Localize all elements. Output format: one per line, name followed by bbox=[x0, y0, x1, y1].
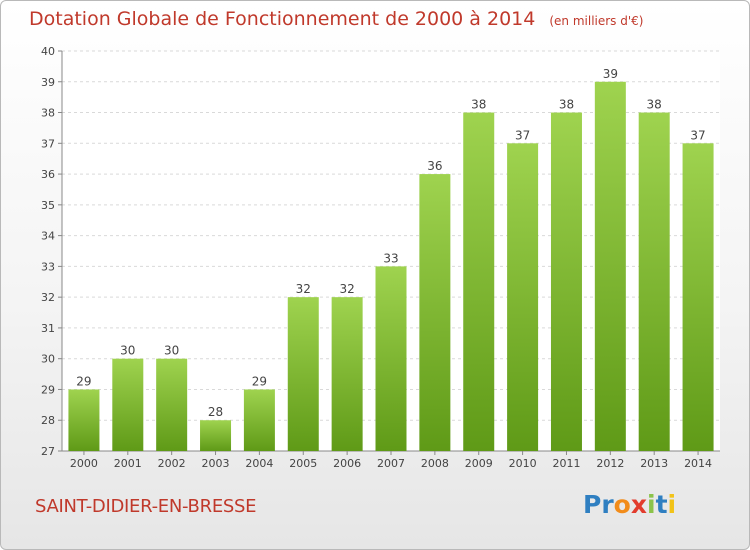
y-tick-label: 40 bbox=[41, 45, 55, 58]
x-tick-label: 2000 bbox=[70, 457, 98, 470]
data-label: 32 bbox=[296, 282, 311, 296]
data-label: 28 bbox=[208, 405, 223, 419]
x-tick-label: 2003 bbox=[202, 457, 230, 470]
x-tick-label: 2004 bbox=[245, 457, 273, 470]
data-label: 33 bbox=[383, 251, 398, 265]
y-tick-label: 31 bbox=[41, 322, 55, 335]
chart-title: Dotation Globale de Fonctionnement de 20… bbox=[29, 8, 643, 30]
data-label: 29 bbox=[252, 374, 267, 388]
bar-2010 bbox=[507, 143, 539, 452]
bar-2003 bbox=[200, 420, 232, 451]
data-label: 37 bbox=[690, 128, 705, 142]
data-label: 32 bbox=[339, 282, 354, 296]
data-label: 38 bbox=[471, 98, 486, 112]
y-tick-label: 33 bbox=[41, 260, 55, 273]
y-tick-label: 35 bbox=[41, 199, 55, 212]
y-tick-label: 27 bbox=[41, 445, 55, 458]
x-tick-label: 2011 bbox=[552, 457, 580, 470]
data-label: 38 bbox=[559, 98, 574, 112]
data-label: 29 bbox=[76, 374, 91, 388]
x-tick-label: 2013 bbox=[640, 457, 668, 470]
bar-2011 bbox=[550, 112, 582, 452]
y-tick-label: 37 bbox=[41, 137, 55, 150]
chart-subtitle: (en milliers d'€) bbox=[549, 14, 644, 28]
y-tick-label: 36 bbox=[41, 168, 55, 181]
x-tick-label: 2006 bbox=[333, 457, 361, 470]
bar-2002 bbox=[156, 358, 188, 451]
data-label: 36 bbox=[427, 159, 442, 173]
data-label: 38 bbox=[647, 98, 662, 112]
bar-2000 bbox=[68, 389, 100, 451]
data-label: 37 bbox=[515, 128, 530, 142]
data-label: 30 bbox=[120, 344, 135, 358]
x-tick-label: 2001 bbox=[114, 457, 142, 470]
x-tick-label: 2005 bbox=[289, 457, 317, 470]
bar-2013 bbox=[638, 112, 670, 452]
y-tick-label: 28 bbox=[41, 414, 55, 427]
x-tick-label: 2007 bbox=[377, 457, 405, 470]
bar-2005 bbox=[287, 297, 319, 451]
bar-2008 bbox=[419, 174, 451, 452]
x-tick-label: 2012 bbox=[596, 457, 624, 470]
chart-title-text: Dotation Globale de Fonctionnement de 20… bbox=[29, 8, 536, 30]
x-tick-label: 2008 bbox=[421, 457, 449, 470]
bar-2001 bbox=[112, 358, 144, 451]
x-tick-label: 2014 bbox=[684, 457, 712, 470]
bar-2014 bbox=[682, 143, 714, 452]
svg-text:Proxiti: Proxiti bbox=[583, 490, 676, 519]
proxiti-logo: Proxiti bbox=[583, 490, 676, 519]
y-tick-label: 32 bbox=[41, 291, 55, 304]
y-tick-label: 30 bbox=[41, 353, 55, 366]
y-tick-label: 34 bbox=[41, 230, 55, 243]
x-tick-label: 2009 bbox=[465, 457, 493, 470]
x-tick-label: 2010 bbox=[509, 457, 537, 470]
y-tick-label: 39 bbox=[41, 76, 55, 89]
y-tick-label: 29 bbox=[41, 383, 55, 396]
commune-name: SAINT-DIDIER-EN-BRESSE bbox=[35, 496, 257, 517]
x-tick-label: 2002 bbox=[158, 457, 186, 470]
bar-2007 bbox=[375, 266, 407, 451]
bar-2004 bbox=[243, 389, 275, 451]
bar-2009 bbox=[463, 112, 495, 452]
data-label: 39 bbox=[603, 67, 618, 81]
y-tick-label: 38 bbox=[41, 107, 55, 120]
bar-2012 bbox=[594, 81, 626, 452]
data-label: 30 bbox=[164, 344, 179, 358]
bar-2006 bbox=[331, 297, 363, 451]
